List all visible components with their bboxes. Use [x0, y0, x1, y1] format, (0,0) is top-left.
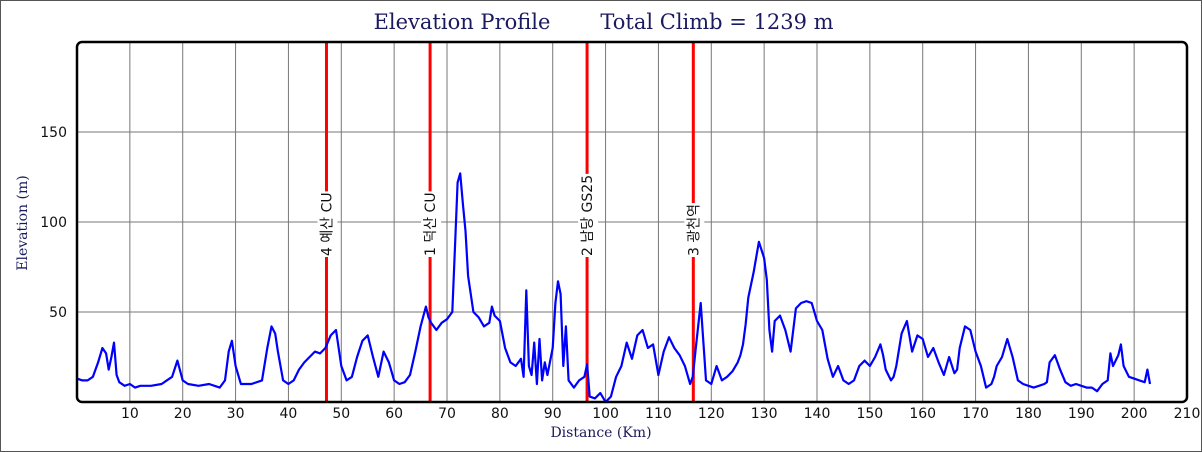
- x-tick-label: 210: [1174, 406, 1201, 422]
- x-tick-label: 90: [544, 406, 562, 422]
- marker-label-bg: [684, 203, 705, 257]
- marker-label: 1 덕산 CU: [423, 192, 439, 256]
- elevation-line: [76, 172, 1152, 404]
- marker-label-bg: [317, 191, 338, 257]
- chart-title: Elevation Profile: [374, 10, 551, 34]
- x-tick-label: 180: [1015, 406, 1042, 422]
- y-tick-label: 150: [40, 125, 67, 141]
- x-axis-label: Distance (Km): [550, 425, 651, 441]
- x-tick-label: 70: [438, 406, 456, 422]
- grid: [77, 42, 1187, 402]
- marker-label: 2 남당 GS25: [580, 175, 596, 256]
- x-tick-label: 150: [856, 406, 883, 422]
- x-tick-label: 130: [751, 406, 778, 422]
- marker-label-bg: [421, 191, 442, 257]
- marker-label: 4 예산 CU: [319, 192, 335, 256]
- plot-border: [75, 40, 1189, 404]
- x-tick-label: 60: [385, 406, 403, 422]
- marker-label: 3 광천역: [686, 204, 702, 256]
- x-tick-label: 100: [592, 406, 619, 422]
- x-tick-label: 170: [962, 406, 989, 422]
- marker-label-bg: [578, 173, 599, 257]
- y-axis-label: Elevation (m): [15, 175, 31, 270]
- x-tick-label: 140: [804, 406, 831, 422]
- x-tick-label: 40: [280, 406, 298, 422]
- x-tick-label: 80: [491, 406, 509, 422]
- x-tick-label: 200: [1121, 406, 1148, 422]
- y-tick-label: 50: [49, 305, 67, 321]
- x-tick-labels: 10 20 30 40 50 60 70 80 90 100 110 120 130 140 150 160 1…: [121, 406, 1200, 422]
- chart-subtitle: Total Climb = 1239 m: [600, 10, 833, 34]
- waypoint-markers: 4 예산 CU 1 덕산 CU 2 남당 GS25 3 광천역: [317, 42, 705, 402]
- x-tick-label: 110: [645, 406, 672, 422]
- x-tick-label: 50: [332, 406, 350, 422]
- x-tick-label: 10: [121, 406, 139, 422]
- y-tick-labels: 50 100 150: [40, 125, 67, 321]
- x-tick-label: 190: [1068, 406, 1095, 422]
- x-tick-label: 160: [909, 406, 936, 422]
- x-tick-label: 120: [698, 406, 725, 422]
- x-tick-label: 20: [174, 406, 192, 422]
- x-tick-label: 30: [227, 406, 245, 422]
- y-tick-label: 100: [40, 215, 67, 231]
